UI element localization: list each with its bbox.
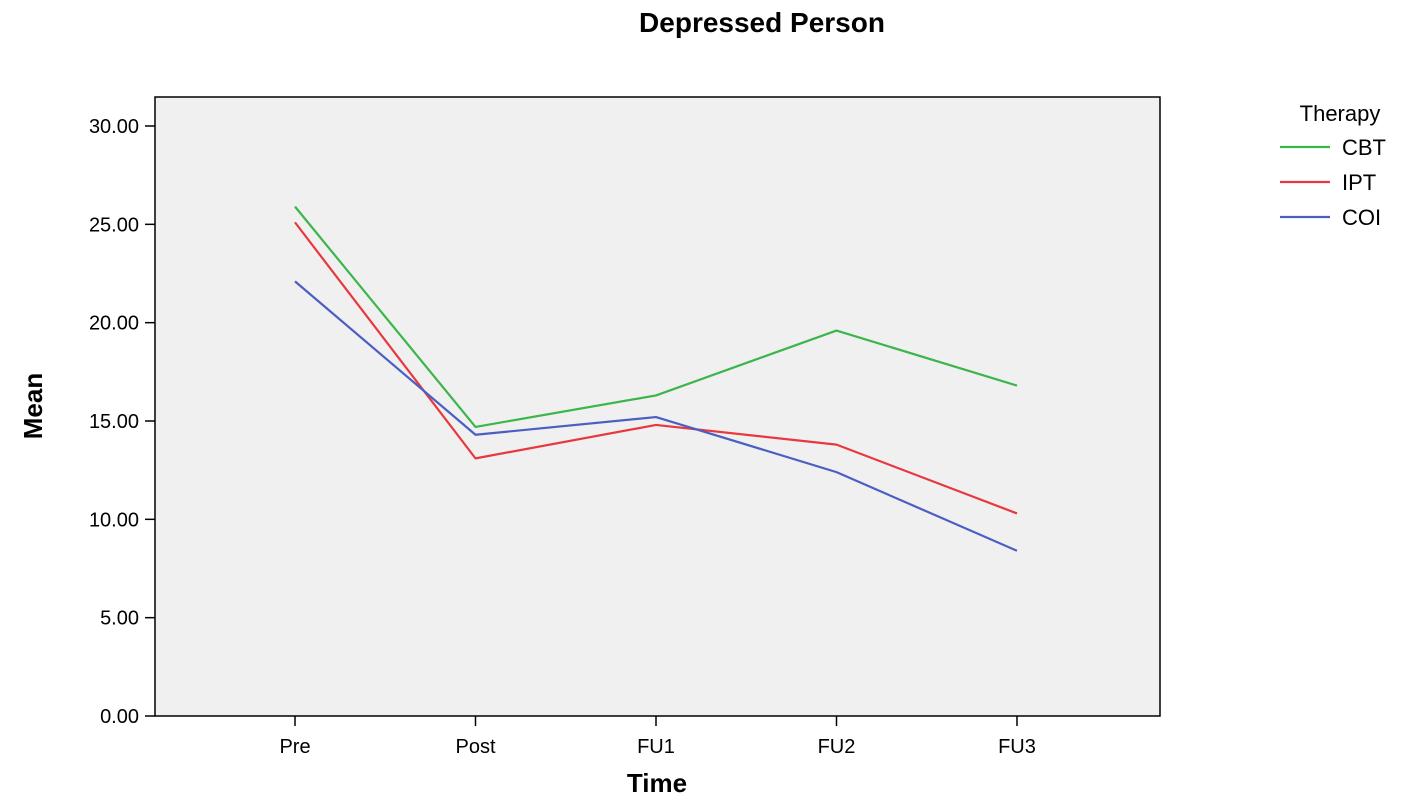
y-tick-label: 20.00 — [89, 313, 139, 335]
series-line-coi — [294, 280, 1018, 552]
y-tick-label: 10.00 — [89, 509, 139, 531]
y-tick-label: 5.00 — [100, 608, 139, 630]
chart-title: Depressed Person — [639, 7, 885, 38]
legend-label-ipt: IPT — [1342, 170, 1376, 195]
x-tick-label: FU3 — [998, 736, 1036, 758]
y-tick-label: 0.00 — [100, 706, 139, 728]
x-tick-label: Pre — [279, 736, 310, 758]
legend-label-coi: COI — [1342, 205, 1381, 230]
y-tick-label: 15.00 — [89, 411, 139, 433]
y-axis: 0.00 5.00 10.00 15.00 20.00 25.00 30.00 — [89, 116, 155, 728]
y-tick-label: 25.00 — [89, 214, 139, 236]
x-tick-label: FU2 — [818, 736, 856, 758]
x-axis: Pre Post FU1 FU2 FU3 — [279, 716, 1036, 758]
y-tick-label: 30.00 — [89, 116, 139, 138]
legend-label-cbt: CBT — [1342, 135, 1386, 160]
legend: Therapy CBT IPT COI — [1280, 101, 1386, 230]
y-axis-label: Mean — [18, 373, 48, 439]
x-tick-label: FU1 — [637, 736, 675, 758]
legend-title: Therapy — [1300, 101, 1381, 126]
legend-items: CBT IPT COI — [1280, 135, 1386, 230]
series-line-cbt — [294, 205, 1018, 428]
series-line-ipt — [294, 221, 1018, 515]
x-axis-label: Time — [627, 768, 687, 793]
plot-area — [154, 96, 1161, 717]
series-layer — [294, 205, 1018, 552]
x-tick-label: Post — [455, 736, 495, 758]
